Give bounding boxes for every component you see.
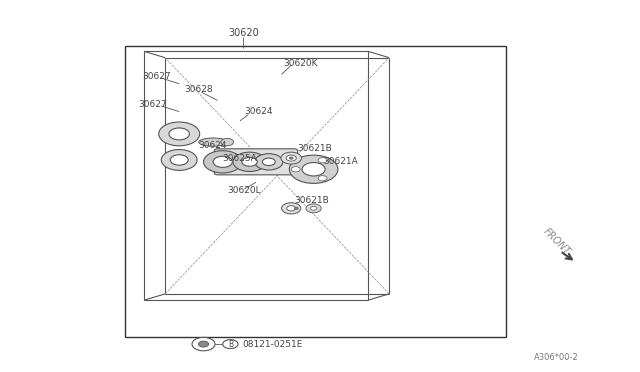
Bar [125,46,506,337]
Circle shape [281,152,301,164]
FancyBboxPatch shape [214,149,298,175]
Circle shape [192,337,215,351]
Text: 30627: 30627 [138,100,167,109]
Text: 30627: 30627 [142,72,171,81]
Text: 08121-0251E: 08121-0251E [242,340,302,349]
Circle shape [294,207,298,209]
Circle shape [223,340,238,349]
Text: B: B [228,340,233,349]
Circle shape [318,176,327,181]
Circle shape [286,155,296,161]
Circle shape [169,128,189,140]
Circle shape [310,206,317,210]
Text: A306*00-2: A306*00-2 [534,353,579,362]
Circle shape [255,154,283,170]
Circle shape [289,157,293,159]
Text: 30620K: 30620K [283,59,317,68]
Circle shape [291,167,300,172]
Text: 30621B: 30621B [294,196,329,205]
Circle shape [233,152,266,171]
Text: 30620L: 30620L [227,186,261,195]
Text: 30624: 30624 [198,141,227,150]
Circle shape [198,341,209,347]
Text: FRONT: FRONT [541,227,572,257]
Circle shape [262,158,275,166]
Circle shape [221,138,234,146]
Ellipse shape [198,138,228,146]
Text: 30624: 30624 [244,107,273,116]
Circle shape [318,158,327,163]
Circle shape [242,157,257,166]
Text: 30625A: 30625A [223,154,257,163]
Circle shape [282,203,301,214]
Circle shape [161,150,197,170]
Text: 30621A: 30621A [323,157,358,166]
Circle shape [287,206,296,211]
Circle shape [204,151,242,173]
Text: 30628: 30628 [184,85,213,94]
Text: 30620: 30620 [228,29,259,38]
Circle shape [213,156,232,167]
Circle shape [289,155,338,183]
Circle shape [159,122,200,146]
Circle shape [302,163,325,176]
Circle shape [170,155,188,165]
Circle shape [306,204,321,213]
Text: 30621B: 30621B [298,144,332,153]
